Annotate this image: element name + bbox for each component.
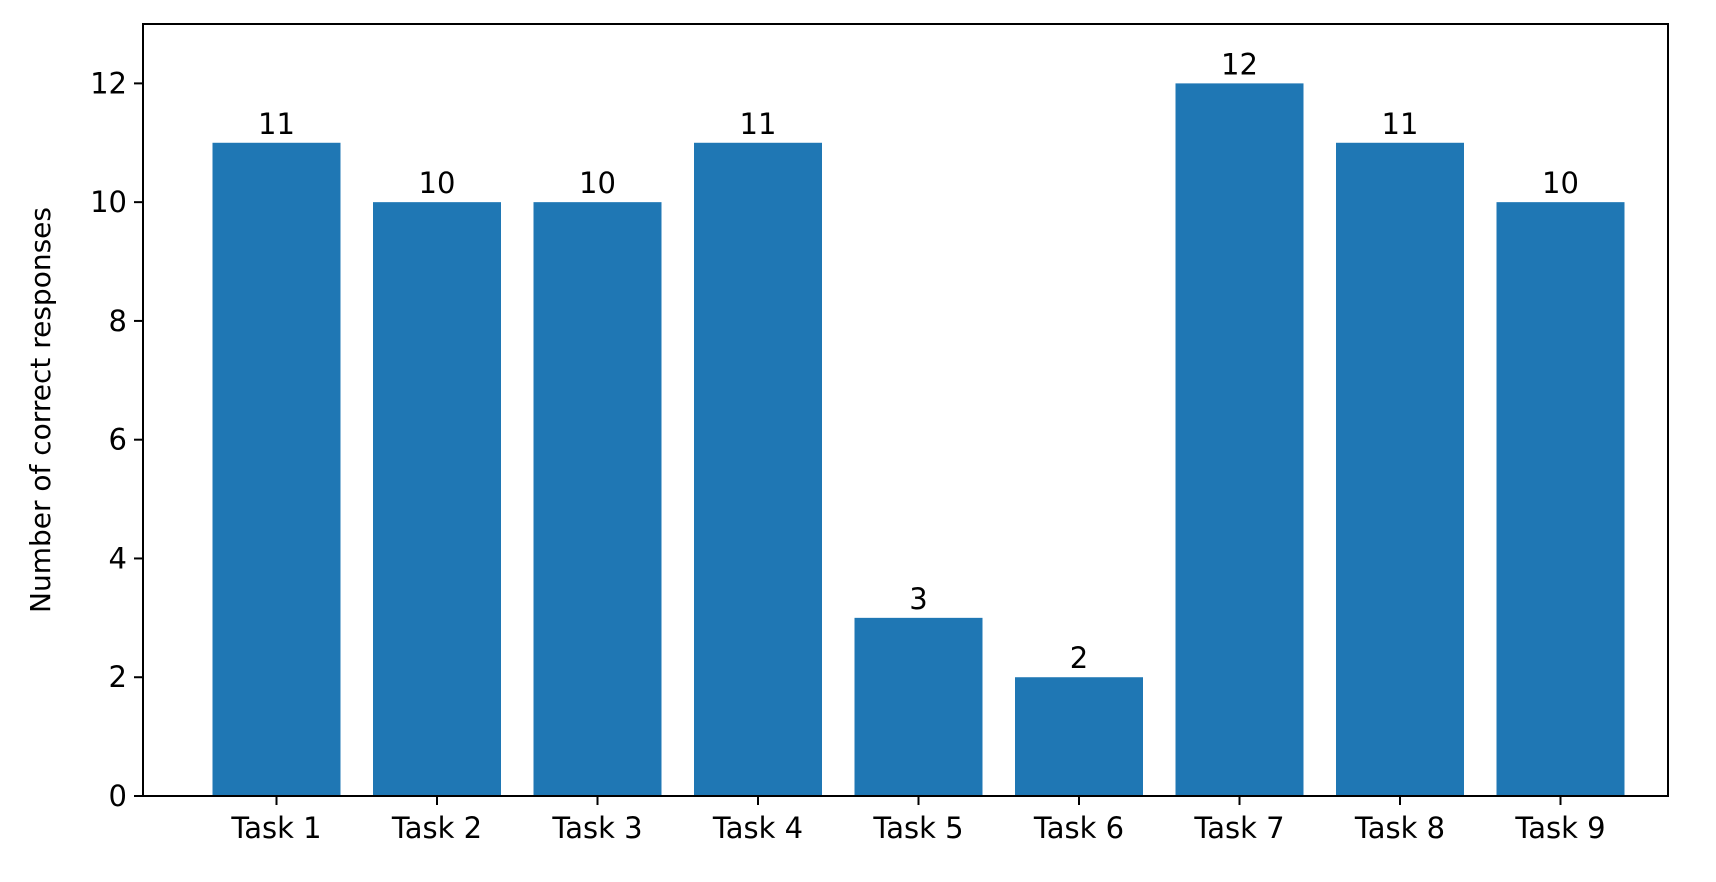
x-tick-label: Task 6: [1033, 811, 1124, 845]
bar: [1336, 142, 1464, 796]
y-axis-label: Number of correct responses: [24, 207, 57, 613]
bar-value-label: 12: [1221, 47, 1258, 81]
plot-area-frame: [142, 23, 1669, 797]
x-tick-label: Task 9: [1514, 811, 1605, 845]
y-tick-label: 10: [90, 185, 127, 219]
data-labels-group: 11 10 10 11 3 2 12 11 10: [258, 47, 1579, 675]
x-tick-label: Task 5: [872, 811, 963, 845]
y-tick-label: 4: [109, 541, 127, 575]
x-tick-label: Task 7: [1193, 811, 1284, 845]
bar-value-label: 11: [1382, 107, 1419, 141]
bar: [373, 202, 501, 797]
bar: [1496, 202, 1625, 797]
y-tick-label: 2: [109, 660, 127, 694]
y-tick-label: 12: [90, 66, 127, 100]
y-tick-label: 6: [109, 423, 127, 457]
bar: [1015, 677, 1143, 796]
bar-value-label: 3: [909, 582, 927, 616]
bar-value-label: 10: [419, 166, 456, 200]
bar: [533, 202, 662, 797]
bars-group: [212, 83, 1625, 797]
x-tick-label: Task 3: [551, 811, 642, 845]
x-tick-label: Task 1: [230, 811, 321, 845]
bar-value-label: 10: [1542, 166, 1579, 200]
bar: [212, 142, 341, 796]
bar-value-label: 11: [258, 107, 295, 141]
x-axis: Task 1 Task 2 Task 3 Task 4 Task 5 Task 6 Task…: [230, 796, 1606, 845]
x-tick-label: Task 8: [1354, 811, 1445, 845]
bar: [1175, 83, 1304, 796]
x-tick-label: Task 2: [391, 811, 482, 845]
y-tick-label: 0: [109, 779, 127, 813]
bar: [854, 617, 983, 796]
bar-value-label: 2: [1070, 641, 1088, 675]
bar-value-label: 11: [740, 107, 777, 141]
x-tick-label: Task 4: [712, 811, 803, 845]
y-tick-label: 8: [109, 304, 127, 338]
y-axis: 0 2 4 6 8 10 12: [90, 66, 143, 813]
bar: [694, 142, 822, 796]
bar-value-label: 10: [579, 166, 616, 200]
